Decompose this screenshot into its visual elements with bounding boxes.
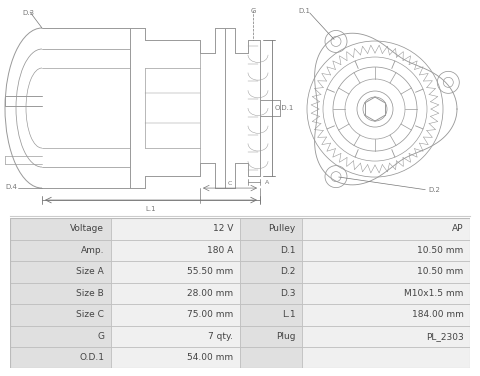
Bar <box>240 218 302 240</box>
Text: 54.00 mm: 54.00 mm <box>187 353 233 362</box>
Text: 55.50 mm: 55.50 mm <box>187 267 233 276</box>
Text: Plug: Plug <box>276 332 295 341</box>
Text: AP: AP <box>452 224 464 233</box>
Text: Amp.: Amp. <box>81 246 104 255</box>
Bar <box>302 282 470 304</box>
Text: Size C: Size C <box>76 310 104 319</box>
Text: Voltage: Voltage <box>70 224 104 233</box>
Bar <box>10 304 111 326</box>
Bar <box>240 240 302 261</box>
Text: G: G <box>250 8 256 14</box>
Bar <box>302 218 470 240</box>
Bar <box>111 261 240 282</box>
Text: D.3: D.3 <box>280 289 295 298</box>
Bar <box>111 218 240 240</box>
Bar <box>302 304 470 326</box>
Bar <box>10 261 111 282</box>
Bar <box>302 261 470 282</box>
Text: L.1: L.1 <box>282 310 295 319</box>
Bar <box>10 282 111 304</box>
Text: Pulley: Pulley <box>268 224 295 233</box>
Bar <box>240 261 302 282</box>
Bar <box>302 347 470 368</box>
Text: O.D.1: O.D.1 <box>79 353 104 362</box>
Text: 180 A: 180 A <box>207 246 233 255</box>
Bar <box>302 326 470 347</box>
Bar <box>302 240 470 261</box>
Text: 12 V: 12 V <box>213 224 233 233</box>
Text: 184.00 mm: 184.00 mm <box>412 310 464 319</box>
Text: A: A <box>265 180 269 185</box>
Bar <box>10 218 111 240</box>
Text: Size A: Size A <box>76 267 104 276</box>
Bar <box>10 326 111 347</box>
Text: 75.00 mm: 75.00 mm <box>187 310 233 319</box>
Text: 7 qty.: 7 qty. <box>208 332 233 341</box>
Text: D.2: D.2 <box>280 267 295 276</box>
Text: G: G <box>97 332 104 341</box>
Text: L.1: L.1 <box>146 206 156 212</box>
Text: Size B: Size B <box>76 289 104 298</box>
Text: O.D.1: O.D.1 <box>275 105 294 111</box>
Bar <box>10 347 111 368</box>
Text: D.2: D.2 <box>428 187 440 193</box>
Text: D.3: D.3 <box>22 10 34 16</box>
Bar <box>111 304 240 326</box>
Bar <box>111 347 240 368</box>
Text: M10x1.5 mm: M10x1.5 mm <box>404 289 464 298</box>
Text: 10.50 mm: 10.50 mm <box>417 246 464 255</box>
Text: D.1: D.1 <box>280 246 295 255</box>
Text: D.4: D.4 <box>5 184 17 190</box>
Text: D.1: D.1 <box>298 8 310 14</box>
Text: 10.50 mm: 10.50 mm <box>417 267 464 276</box>
Bar <box>111 240 240 261</box>
Text: 28.00 mm: 28.00 mm <box>187 289 233 298</box>
Bar <box>240 326 302 347</box>
Text: C: C <box>228 181 232 186</box>
Bar <box>10 240 111 261</box>
Text: PL_2303: PL_2303 <box>426 332 464 341</box>
Bar <box>240 347 302 368</box>
Bar <box>240 304 302 326</box>
Bar <box>240 282 302 304</box>
Bar <box>111 326 240 347</box>
Bar <box>111 282 240 304</box>
